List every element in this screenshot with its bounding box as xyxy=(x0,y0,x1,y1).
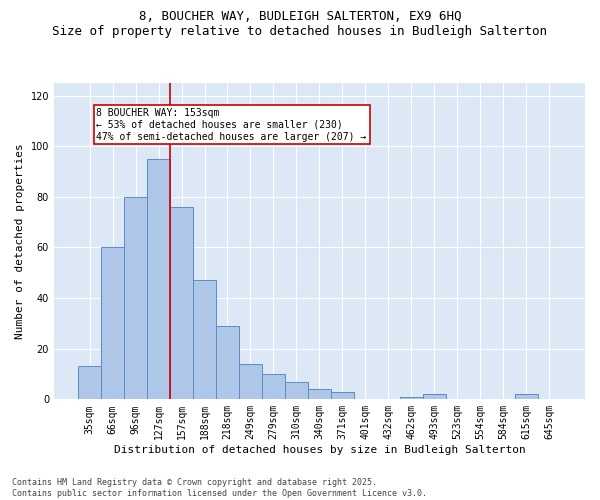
Text: 8, BOUCHER WAY, BUDLEIGH SALTERTON, EX9 6HQ
Size of property relative to detache: 8, BOUCHER WAY, BUDLEIGH SALTERTON, EX9 … xyxy=(53,10,548,38)
Bar xyxy=(78,366,101,400)
Bar xyxy=(515,394,538,400)
Text: 8 BOUCHER WAY: 153sqm
← 53% of detached houses are smaller (230)
47% of semi-det: 8 BOUCHER WAY: 153sqm ← 53% of detached … xyxy=(97,108,367,142)
Bar xyxy=(147,159,170,400)
Bar xyxy=(400,397,423,400)
Bar xyxy=(331,392,354,400)
Bar xyxy=(423,394,446,400)
Bar xyxy=(262,374,285,400)
Bar xyxy=(124,197,147,400)
Bar xyxy=(193,280,216,400)
Text: Contains HM Land Registry data © Crown copyright and database right 2025.
Contai: Contains HM Land Registry data © Crown c… xyxy=(12,478,427,498)
X-axis label: Distribution of detached houses by size in Budleigh Salterton: Distribution of detached houses by size … xyxy=(113,445,526,455)
Bar xyxy=(308,389,331,400)
Bar xyxy=(285,382,308,400)
Bar xyxy=(216,326,239,400)
Bar xyxy=(170,207,193,400)
Bar xyxy=(239,364,262,400)
Y-axis label: Number of detached properties: Number of detached properties xyxy=(15,144,25,339)
Bar xyxy=(101,248,124,400)
